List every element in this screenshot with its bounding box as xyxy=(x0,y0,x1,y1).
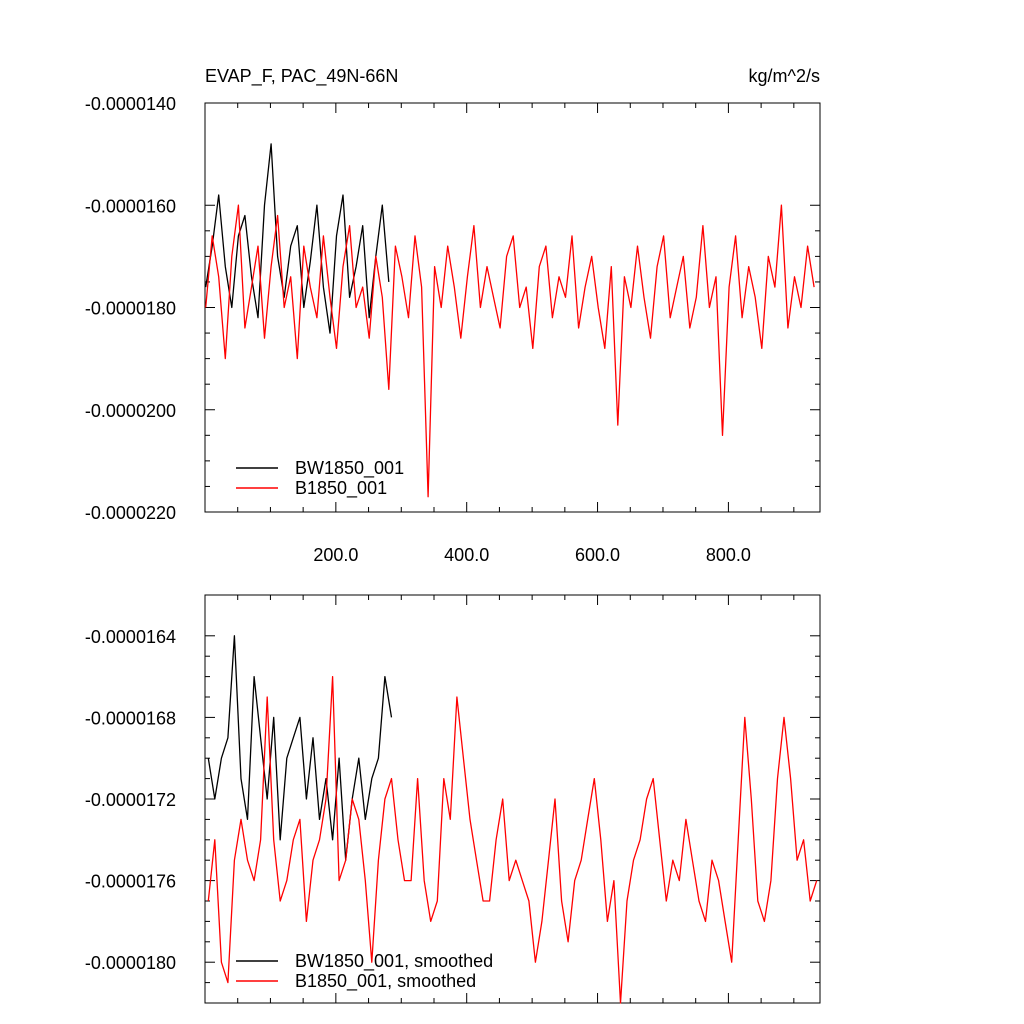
y-tick-label: -0.0000180 xyxy=(85,299,176,319)
series-line-b1850 xyxy=(205,204,815,498)
units-label: kg/m^2/s xyxy=(749,66,820,86)
y-tick-label: -0.0000172 xyxy=(85,790,176,810)
legend-label: B1850_001 xyxy=(295,478,387,499)
x-tick-label: 400.0 xyxy=(444,545,489,565)
y-tick-label: -0.0000168 xyxy=(85,708,176,728)
bottom-panel: -0.0000164 -0.0000168 -0.0000172 -0.0000176… xyxy=(85,594,821,1004)
series-line-bw1850 xyxy=(205,143,390,334)
y-tick-label: -0.0000164 xyxy=(85,627,176,647)
x-tick-label: 600.0 xyxy=(575,545,620,565)
series-line-b1850 xyxy=(207,675,818,1004)
y-tick-label: -0.0000220 xyxy=(85,503,176,523)
x-tick-label: 800.0 xyxy=(706,545,751,565)
chart-title: EVAP_F, PAC_49N-66N xyxy=(205,66,398,87)
series-line-bw1850 xyxy=(207,635,393,861)
y-tick-label: -0.0000160 xyxy=(85,196,176,216)
top-panel: -0.0000140 -0.0000160 -0.0000180 -0.0000200… xyxy=(85,66,821,565)
y-tick-label: -0.0000200 xyxy=(85,401,176,421)
x-tick-label: 200.0 xyxy=(313,545,358,565)
y-tick-label: -0.0000176 xyxy=(85,872,176,892)
y-tick-label: -0.0000140 xyxy=(85,94,176,114)
legend-label: BW1850_001, smoothed xyxy=(295,951,493,972)
y-tick-label: -0.0000180 xyxy=(85,953,176,973)
legend-label: B1850_001, smoothed xyxy=(295,971,476,992)
legend-label: BW1850_001 xyxy=(295,458,404,479)
